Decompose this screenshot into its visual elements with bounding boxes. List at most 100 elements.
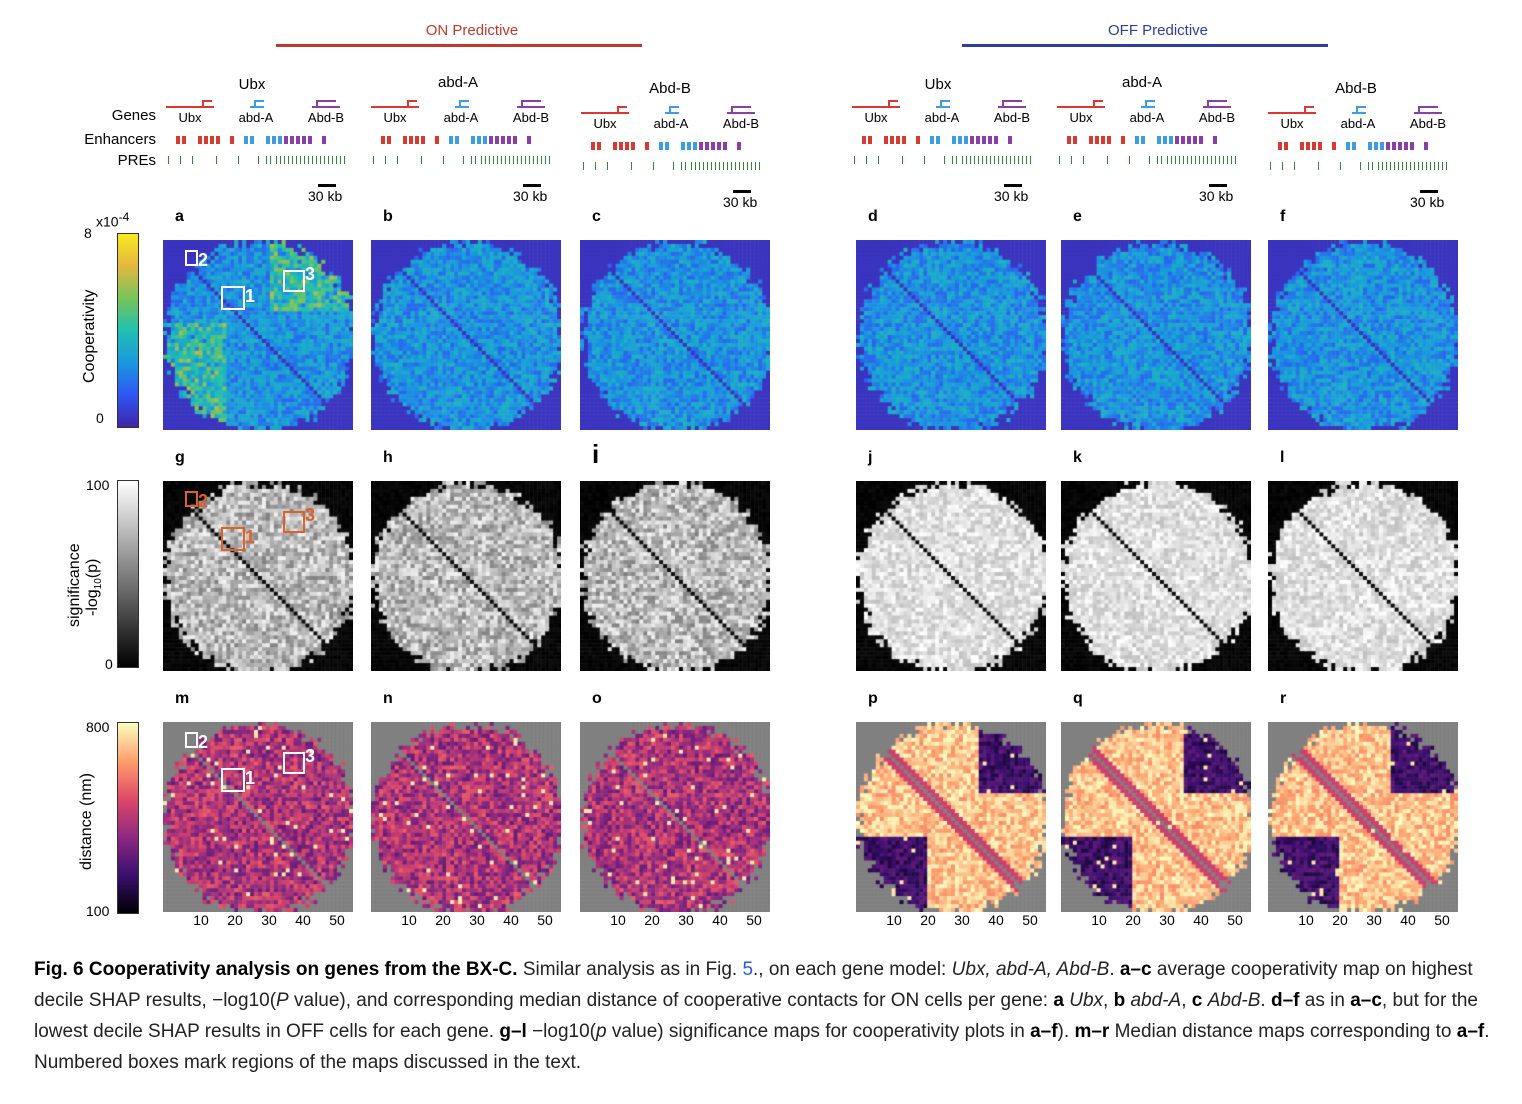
track-label-pres: PREs	[117, 152, 156, 169]
track-gene-ubx: Ubx	[1280, 116, 1304, 131]
x-tick: 10	[886, 912, 902, 928]
enhancer-mark	[711, 142, 715, 150]
pre-mark	[1398, 162, 1399, 170]
pre-mark	[1438, 162, 1439, 170]
pre-mark	[970, 156, 971, 164]
cb-coop-exponent: x10-4	[96, 210, 130, 230]
abda-arrow-head-icon	[1356, 106, 1366, 114]
ubx-arrow-icon	[1268, 112, 1316, 114]
abdb-arrow-icon	[312, 106, 340, 108]
pre-mark	[866, 156, 867, 164]
enhancer-mark	[216, 136, 220, 144]
abda-arrow-icon	[455, 106, 469, 108]
x-tick: 20	[1332, 912, 1348, 928]
panel-letter-r: r	[1280, 690, 1287, 707]
pre-mark	[489, 156, 490, 164]
region-box-number: 1	[245, 527, 256, 547]
x-tick: 50	[1434, 912, 1450, 928]
region-box-number: 3	[305, 264, 316, 284]
panel-letter-n: n	[383, 690, 393, 707]
enhancer-mark	[322, 136, 326, 144]
abdb-arrow-icon	[517, 106, 545, 108]
gene-title-e: abd-A	[1121, 74, 1163, 91]
enhancer-mark	[1121, 136, 1125, 144]
ubx-arrow-head-icon	[617, 106, 627, 114]
pre-mark	[607, 162, 608, 170]
pre-mark	[475, 156, 476, 164]
track-label-enhancers: Enhancers	[84, 131, 156, 148]
enhancer-mark	[266, 136, 270, 144]
enhancer-mark	[976, 136, 980, 144]
pre-mark	[373, 156, 374, 164]
pre-mark	[1340, 162, 1341, 170]
track-gene-ubx: Ubx	[178, 110, 202, 125]
pre-mark	[715, 162, 716, 170]
ubx-arrow-head-icon	[1304, 106, 1314, 114]
map-panel-e	[1061, 240, 1251, 430]
pre-mark	[1318, 162, 1319, 170]
x-tick: 40	[712, 912, 728, 928]
enhancer-mark	[1300, 142, 1304, 150]
pre-mark	[974, 156, 975, 164]
pre-mark	[1386, 162, 1387, 170]
enhancer-mark	[693, 142, 697, 150]
region-box-2	[283, 270, 305, 292]
track-gene-ubx: Ubx	[593, 116, 617, 131]
pre-mark	[952, 156, 953, 164]
map-panel-n	[371, 722, 561, 912]
x-tick: 10	[610, 912, 626, 928]
pre-mark	[1207, 156, 1208, 164]
scale-bar-label: 30 kb	[994, 188, 1029, 204]
abda-arrow-icon	[1352, 112, 1366, 114]
pre-mark	[1442, 162, 1443, 170]
enhancer-mark	[483, 136, 487, 144]
enhancer-mark	[435, 136, 439, 144]
map-panel-h	[371, 481, 561, 671]
pre-mark	[493, 156, 494, 164]
enhancer-mark	[1008, 136, 1012, 144]
pre-mark	[1219, 156, 1220, 164]
abda-arrow-icon	[250, 106, 264, 108]
pre-mark	[1211, 156, 1212, 164]
pre-mark	[266, 156, 267, 164]
pre-mark	[1378, 162, 1379, 170]
enhancer-mark	[421, 136, 425, 144]
abdb-arrow-head-icon	[521, 100, 541, 108]
enhancer-mark	[625, 142, 629, 150]
pre-mark	[284, 156, 285, 164]
pre-mark	[1418, 162, 1419, 170]
enhancer-mark	[1181, 136, 1185, 144]
enhancer-mark	[597, 142, 601, 150]
off-predictive-label: OFF Predictive	[1107, 22, 1209, 39]
pre-mark	[1010, 156, 1011, 164]
abda-arrow-head-icon	[1145, 100, 1155, 108]
abdb-arrow-icon	[998, 106, 1026, 108]
x-tick: 30	[678, 912, 694, 928]
fig-ref-link[interactable]: 5	[742, 959, 754, 980]
pre-mark	[673, 162, 674, 170]
pre-mark	[982, 156, 983, 164]
enhancer-mark	[198, 136, 202, 144]
x-tick: 30	[1366, 912, 1382, 928]
enhancer-mark	[705, 142, 709, 150]
panel-letter-c: c	[592, 208, 601, 225]
pre-mark	[1149, 156, 1150, 164]
enhancer-mark	[723, 142, 727, 150]
pre-mark	[986, 156, 987, 164]
track-gene-abda: abd-A	[924, 110, 960, 125]
scale-bar-label: 30 kb	[1199, 188, 1234, 204]
pre-mark	[1167, 156, 1168, 164]
pre-mark	[1002, 156, 1003, 164]
pre-mark	[216, 156, 217, 164]
pre-mark	[1426, 162, 1427, 170]
pre-mark	[1183, 156, 1184, 164]
map-panel-o	[580, 722, 770, 912]
pre-mark	[1107, 156, 1108, 164]
pre-mark	[517, 156, 518, 164]
x-tick: 20	[227, 912, 243, 928]
pre-mark	[1235, 156, 1236, 164]
enhancer-mark	[958, 136, 962, 144]
region-box-0	[221, 527, 245, 551]
track-gene-ubx: Ubx	[1069, 110, 1093, 125]
x-tick: 30	[954, 912, 970, 928]
